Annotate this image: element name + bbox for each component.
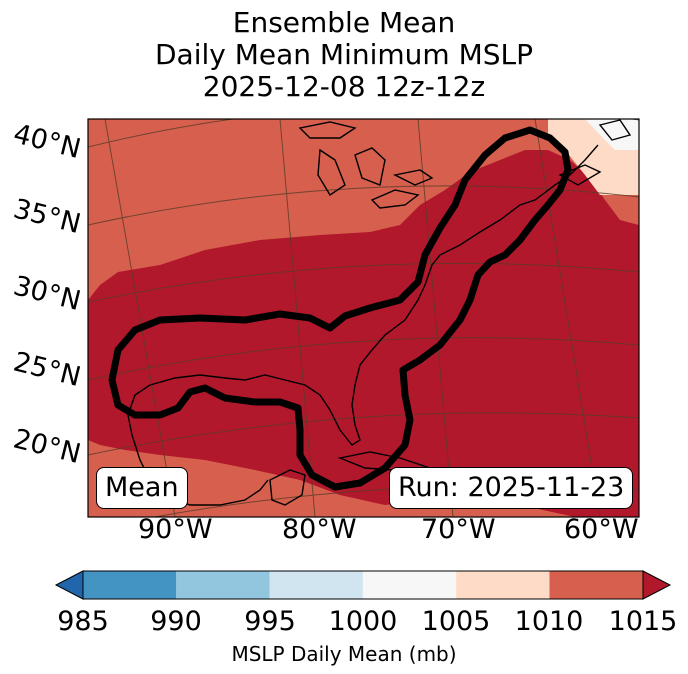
title-line-1: Ensemble Mean: [232, 6, 456, 39]
lon-label-60w: 60°W: [564, 514, 639, 545]
lon-label-70w: 70°W: [421, 514, 496, 545]
colorbar-tick-1000: 1000: [328, 606, 398, 637]
colorbar-title: MSLP Daily Mean (mb): [231, 642, 457, 666]
colorbar-tick-1015: 1015: [608, 606, 678, 637]
lon-label-90w: 90°W: [138, 514, 213, 545]
colorbar-tick-990: 990: [150, 606, 202, 637]
title-line-3: 2025-12-08 12z-12z: [202, 70, 486, 103]
lon-label-80w: 80°W: [282, 514, 357, 545]
mean-label: Mean: [96, 467, 188, 509]
pressure-field-995-1000: [585, 119, 639, 150]
map-panel: [87, 118, 640, 518]
colorbar-tick-1010: 1010: [514, 606, 584, 637]
run-label: Run: 2025-11-23: [389, 467, 634, 509]
colorbar-segment-1000: [362, 571, 457, 599]
colorbar-tick-995: 995: [244, 606, 296, 637]
colorbar-under-arrow: [54, 570, 84, 600]
mslp-contour: [108, 126, 572, 491]
colorbar-segment-1005: [456, 571, 550, 599]
title-line-2: Daily Mean Minimum MSLP: [154, 38, 533, 71]
colorbar-over-arrow: [642, 570, 672, 600]
colorbar-segment-995: [269, 571, 363, 599]
colorbar-segment-1010: [549, 571, 643, 599]
pressure-field-1010-1015: [88, 150, 639, 517]
colorbar-segment-990: [176, 571, 270, 599]
colorbar-tick-1005: 1005: [421, 606, 491, 637]
coastlines: [127, 119, 632, 506]
colorbar-segment-985: [83, 571, 177, 599]
colorbar-tick-985: 985: [57, 606, 109, 637]
colorbar: [54, 570, 672, 600]
